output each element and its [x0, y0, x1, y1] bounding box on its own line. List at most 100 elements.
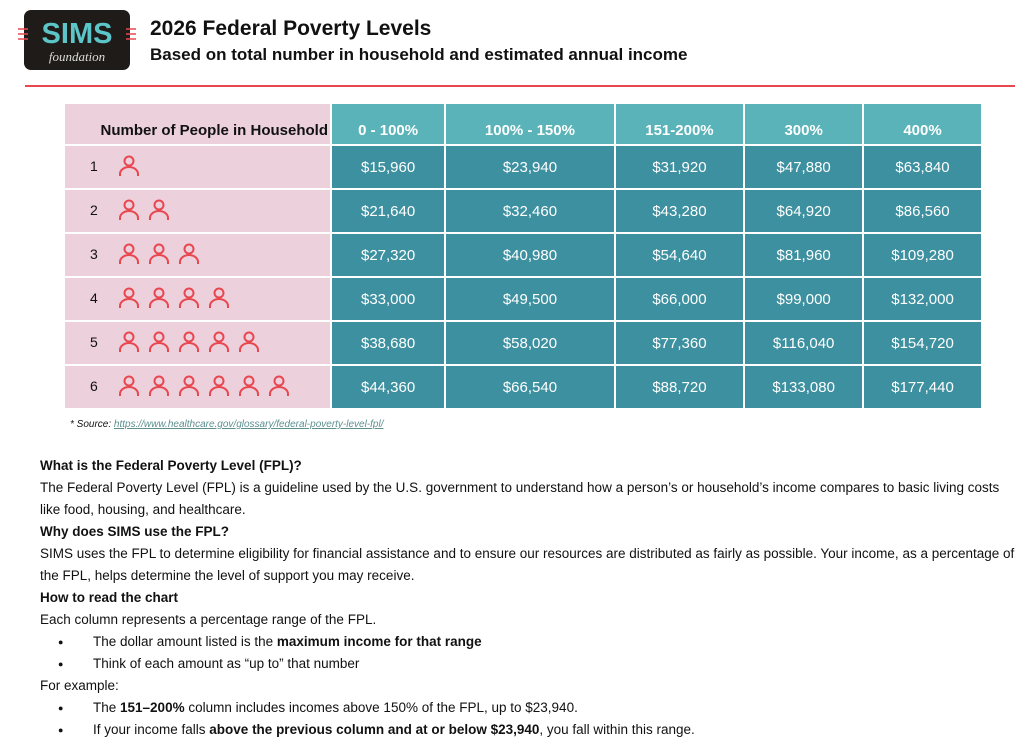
income-cell: $154,720: [862, 320, 983, 366]
income-cell: $21,640: [329, 188, 447, 234]
column-header-household: Number of People in Household: [63, 102, 332, 146]
list-item: The dollar amount listed is the maximum …: [40, 631, 1020, 653]
fpl-table: Number of People in Household 0 - 100% 100…: [63, 102, 983, 410]
source-label: * Source:: [70, 419, 112, 430]
person-icon: [148, 243, 170, 268]
people-icons: [118, 375, 290, 400]
list-item: The 151–200% column includes incomes abo…: [40, 697, 1020, 719]
income-cell: $99,000: [743, 276, 865, 322]
person-icon: [148, 287, 170, 312]
table-row: 3 $27,320 $40,980 $54,640 $81,960 $109,280: [63, 232, 983, 278]
income-cell: $116,040: [743, 320, 865, 366]
person-icon: [148, 331, 170, 356]
source-link[interactable]: https://www.healthcare.gov/glossary/fede…: [113, 419, 384, 430]
household-size-cell: 2: [63, 188, 332, 234]
heading-what-is-fpl: What is the Federal Poverty Level (FPL)?: [40, 458, 302, 473]
person-icon: [118, 243, 140, 268]
explanation: What is the Federal Poverty Level (FPL)?…: [40, 455, 1020, 741]
person-icon: [118, 199, 140, 224]
column-header: 400%: [862, 102, 983, 146]
list-item: Think of each amount as “up to” that num…: [40, 653, 1020, 675]
income-cell: $33,000: [329, 276, 447, 322]
income-cell: $54,640: [613, 232, 746, 278]
paragraph: Each column represents a percentage rang…: [40, 612, 377, 627]
table-row: 4 $33,000 $49,500 $66,000 $99,000 $132,000: [63, 276, 983, 322]
column-header: 151-200%: [613, 102, 746, 146]
people-icons: [118, 199, 170, 224]
person-icon: [178, 287, 200, 312]
table-row: 6 $44,360 $66,540 $88,720 $133,080 $177,440: [63, 364, 983, 410]
page-subtitle: Based on total number in household and e…: [150, 45, 688, 64]
household-size-cell: 6: [63, 364, 332, 410]
income-cell: $133,080: [743, 364, 865, 410]
income-cell: $63,840: [862, 144, 983, 190]
paragraph: SIMS uses the FPL to determine eligibili…: [40, 546, 1015, 583]
income-cell: $64,920: [743, 188, 865, 234]
person-icon: [118, 155, 140, 180]
income-cell: $47,880: [743, 144, 865, 190]
svg-text:SIMS: SIMS: [42, 18, 113, 50]
column-header: 100% - 150%: [444, 102, 616, 146]
person-icon: [178, 375, 200, 400]
person-icon: [208, 287, 230, 312]
household-size-cell: 5: [63, 320, 332, 366]
income-cell: $132,000: [862, 276, 983, 322]
people-icons: [118, 331, 260, 356]
income-cell: $23,940: [444, 144, 616, 190]
people-icons: [118, 155, 140, 180]
income-cell: $66,000: [613, 276, 746, 322]
person-icon: [178, 331, 200, 356]
household-size-cell: 1: [63, 144, 332, 190]
people-icons: [118, 287, 230, 312]
person-icon: [148, 199, 170, 224]
income-cell: $109,280: [862, 232, 983, 278]
household-size-cell: 4: [63, 276, 332, 322]
divider: [25, 85, 1015, 87]
income-cell: $58,020: [444, 320, 616, 366]
heading-how-to-read: How to read the chart: [40, 590, 179, 605]
income-cell: $88,720: [613, 364, 746, 410]
people-icons: [118, 243, 200, 268]
page-title: 2026 Federal Poverty Levels: [150, 17, 432, 40]
household-size: 6: [90, 377, 98, 394]
heading-why-sims: Why does SIMS use the FPL?: [40, 524, 230, 539]
person-icon: [268, 375, 290, 400]
table-row: 1 $15,960 $23,940 $31,920 $47,880 $63,840: [63, 144, 983, 190]
person-icon: [118, 331, 140, 356]
person-icon: [178, 243, 200, 268]
list-item: If your income falls above the previous …: [40, 719, 1020, 741]
person-icon: [118, 287, 140, 312]
income-cell: $15,960: [329, 144, 447, 190]
household-size: 5: [90, 333, 98, 350]
income-cell: $32,460: [444, 188, 616, 234]
income-cell: $86,560: [862, 188, 983, 234]
table-row: 5 $38,680 $58,020 $77,360 $116,040 $154,720: [63, 320, 983, 366]
income-cell: $40,980: [444, 232, 616, 278]
person-icon: [148, 375, 170, 400]
income-cell: $44,360: [329, 364, 447, 410]
person-icon: [238, 375, 260, 400]
person-icon: [238, 331, 260, 356]
column-header: 300%: [743, 102, 865, 146]
income-cell: $27,320: [329, 232, 447, 278]
household-size: 4: [90, 289, 98, 306]
sims-foundation-logo: SIMS foundation: [18, 10, 136, 70]
person-icon: [208, 375, 230, 400]
person-icon: [208, 331, 230, 356]
income-cell: $77,360: [613, 320, 746, 366]
income-cell: $81,960: [743, 232, 865, 278]
income-cell: $43,280: [613, 188, 746, 234]
household-size: 1: [90, 157, 98, 174]
household-size: 2: [90, 201, 98, 218]
income-cell: $38,680: [329, 320, 447, 366]
paragraph: The Federal Poverty Level (FPL) is a gui…: [40, 480, 1000, 517]
household-size-cell: 3: [63, 232, 332, 278]
svg-text:foundation: foundation: [49, 49, 105, 64]
income-cell: $31,920: [613, 144, 746, 190]
column-header: 0 - 100%: [329, 102, 447, 146]
income-cell: $49,500: [444, 276, 616, 322]
paragraph: For example:: [40, 678, 119, 693]
table-row: 2 $21,640 $32,460 $43,280 $64,920 $86,560: [63, 188, 983, 234]
source-note: * Source: https://www.healthcare.gov/glo…: [70, 419, 384, 430]
income-cell: $177,440: [862, 364, 983, 410]
